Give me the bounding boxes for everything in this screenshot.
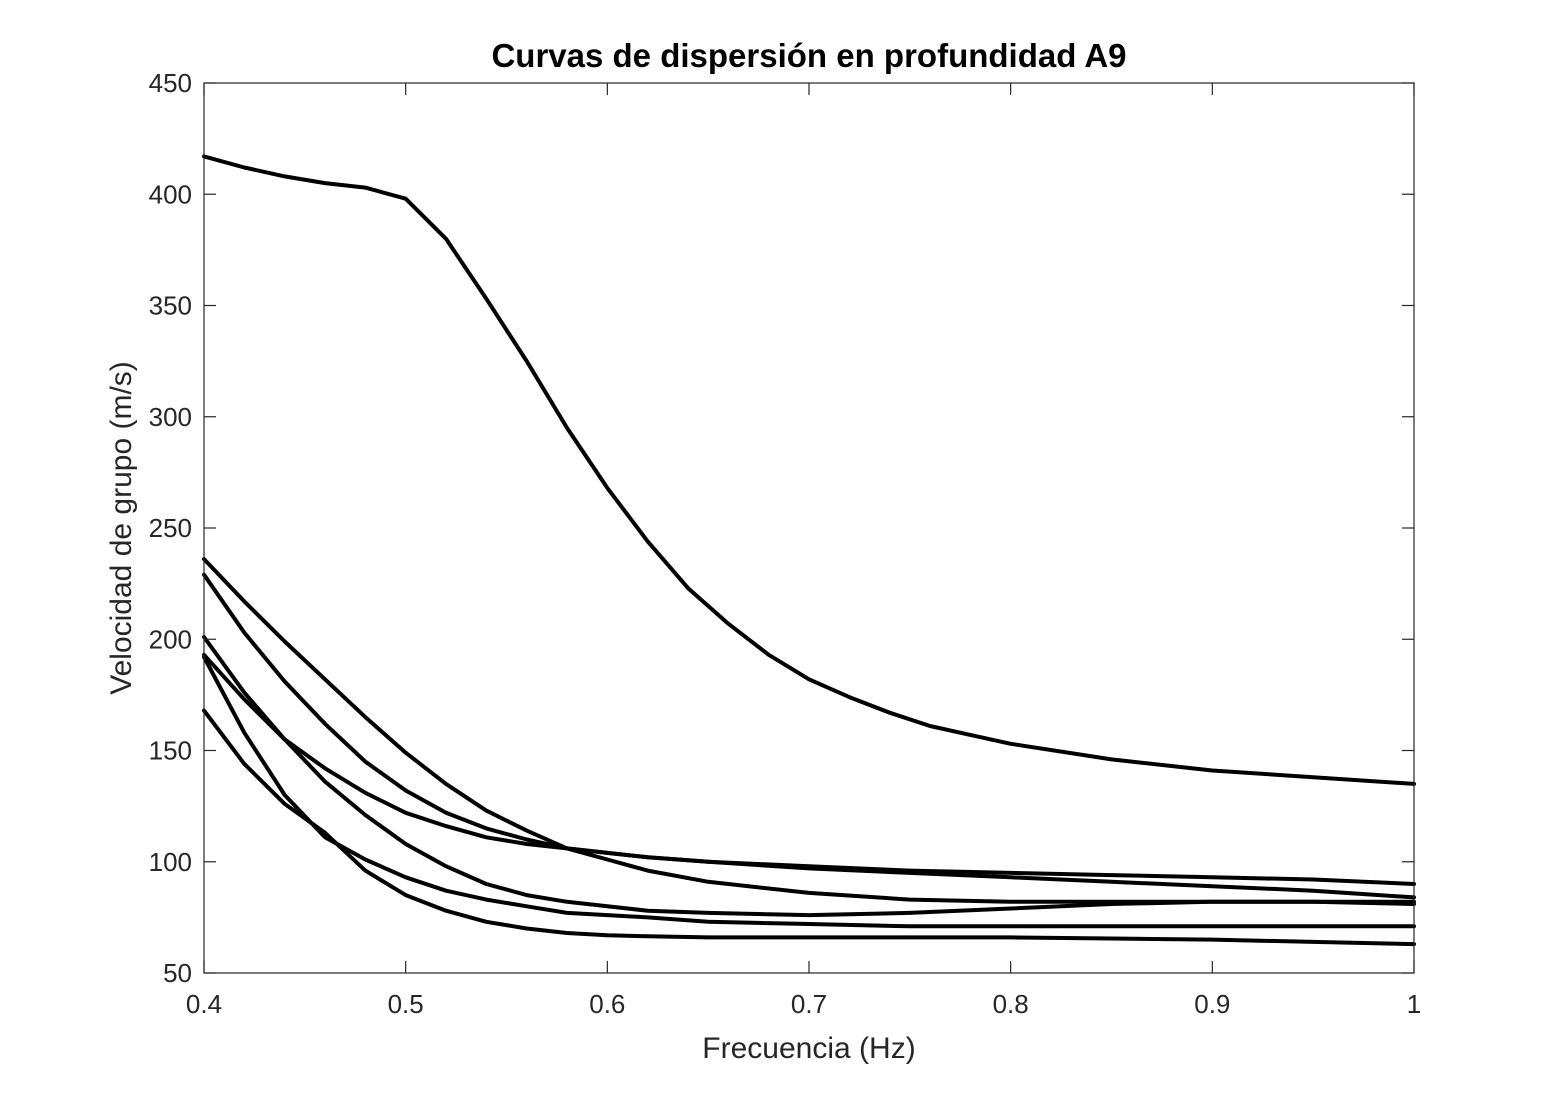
y-axis-label: Velocidad de grupo (m/s) [105, 361, 138, 695]
y-tick-label: 400 [149, 179, 192, 209]
x-axis: 0.4 0.5 0.6 0.7 0.8 0.9 1 [186, 83, 1421, 1019]
series-line-1 [202, 154, 1416, 786]
y-axis: 50 100 150 200 250 300 350 400 450 [149, 68, 1414, 988]
plot-area [204, 83, 1414, 973]
y-tick-label: 150 [149, 736, 192, 766]
x-tick-label: 0.5 [388, 989, 424, 1019]
x-tick-label: 0.9 [1194, 989, 1230, 1019]
x-tick-label: 1 [1407, 989, 1421, 1019]
y-tick-label: 50 [163, 958, 192, 988]
y-tick-label: 350 [149, 291, 192, 321]
series-line-4 [202, 652, 1416, 886]
series-line-7 [202, 708, 1416, 947]
series-line-2 [202, 557, 1416, 904]
chart-title: Curvas de dispersión en profundidad A9 [491, 37, 1126, 74]
x-tick-label: 0.8 [993, 989, 1029, 1019]
y-tick-label: 100 [149, 847, 192, 877]
x-axis-label: Frecuencia (Hz) [702, 1032, 915, 1065]
series-line-5 [202, 635, 1416, 918]
x-tick-label: 0.4 [186, 989, 222, 1019]
x-tick-label: 0.6 [589, 989, 625, 1019]
series-layer [202, 154, 1416, 947]
y-tick-label: 450 [149, 68, 192, 98]
y-tick-label: 250 [149, 513, 192, 543]
x-tick-label: 0.7 [791, 989, 827, 1019]
y-tick-label: 300 [149, 402, 192, 432]
y-tick-label: 200 [149, 624, 192, 654]
